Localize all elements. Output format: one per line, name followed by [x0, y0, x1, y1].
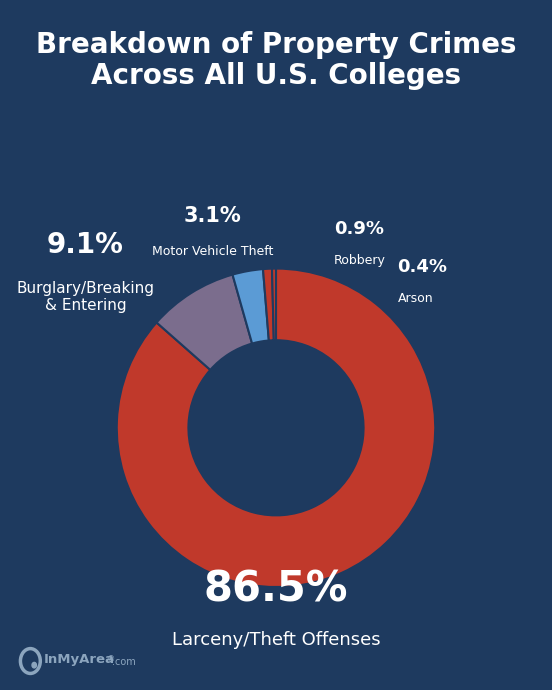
Text: Larceny/Theft Offenses: Larceny/Theft Offenses	[172, 631, 380, 649]
Text: Burglary/Breaking
& Entering: Burglary/Breaking & Entering	[17, 281, 155, 313]
Text: ®: ®	[107, 655, 115, 664]
Wedge shape	[117, 268, 435, 587]
Text: Across All U.S. Colleges: Across All U.S. Colleges	[91, 62, 461, 90]
Wedge shape	[157, 275, 252, 370]
Text: .com: .com	[112, 658, 135, 667]
Wedge shape	[263, 268, 274, 341]
Text: Robbery: Robbery	[334, 254, 386, 267]
Text: 86.5%: 86.5%	[204, 569, 348, 611]
Wedge shape	[272, 268, 276, 340]
Text: Motor Vehicle Theft: Motor Vehicle Theft	[152, 245, 273, 258]
Text: Breakdown of Property Crimes: Breakdown of Property Crimes	[36, 31, 516, 59]
Wedge shape	[232, 269, 269, 344]
Text: 3.1%: 3.1%	[184, 206, 241, 226]
Text: InMyArea: InMyArea	[44, 653, 115, 666]
Text: 0.9%: 0.9%	[334, 220, 384, 238]
Text: Arson: Arson	[397, 292, 433, 305]
Text: 9.1%: 9.1%	[47, 230, 124, 259]
Text: 0.4%: 0.4%	[397, 258, 448, 276]
